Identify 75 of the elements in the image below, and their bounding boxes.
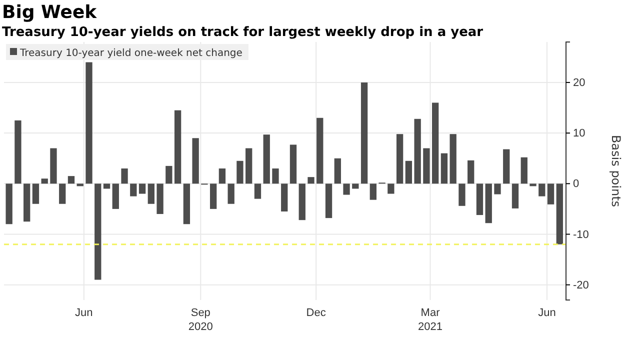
bar bbox=[236, 160, 244, 184]
bar bbox=[263, 134, 270, 184]
bar bbox=[556, 184, 563, 244]
bar bbox=[192, 138, 199, 184]
bar bbox=[485, 184, 492, 224]
bar bbox=[476, 184, 484, 216]
bar bbox=[94, 184, 102, 280]
y-tick-label: -10 bbox=[573, 228, 589, 241]
bar bbox=[458, 184, 466, 206]
bar bbox=[281, 184, 288, 212]
y-tick-label: 0 bbox=[573, 178, 580, 190]
bar bbox=[138, 184, 146, 194]
bar bbox=[298, 184, 306, 220]
bar bbox=[520, 157, 528, 184]
y-tick-label: 20 bbox=[573, 76, 586, 89]
bar bbox=[156, 184, 164, 214]
bar bbox=[547, 184, 554, 204]
bar bbox=[290, 144, 297, 184]
bar bbox=[352, 184, 359, 189]
bar bbox=[494, 184, 501, 194]
chart-subtitle: Treasury 10-year yields on track for largest weekly drop in a year bbox=[2, 25, 484, 40]
bar bbox=[14, 120, 22, 184]
bar bbox=[405, 160, 412, 184]
bar bbox=[50, 148, 57, 184]
bar bbox=[121, 168, 128, 184]
bar bbox=[468, 160, 474, 184]
bar bbox=[24, 184, 30, 222]
x-tick-label: Dec bbox=[306, 306, 326, 319]
bar bbox=[41, 178, 48, 184]
bar bbox=[32, 184, 40, 204]
bar bbox=[512, 184, 519, 208]
bar bbox=[343, 184, 350, 195]
bar bbox=[228, 184, 234, 204]
bar bbox=[530, 184, 536, 186]
bar bbox=[86, 62, 92, 184]
x-tick-label: Jun bbox=[538, 306, 556, 319]
bar bbox=[423, 148, 430, 184]
bar bbox=[316, 118, 324, 184]
bar bbox=[440, 153, 448, 184]
bar bbox=[396, 134, 404, 184]
bar bbox=[432, 102, 439, 184]
y-tick-label: -20 bbox=[573, 279, 589, 292]
bar bbox=[360, 82, 368, 184]
bar bbox=[68, 176, 75, 184]
bar bbox=[166, 166, 172, 184]
bar bbox=[218, 168, 226, 184]
y-axis-title: Basis points bbox=[609, 134, 623, 208]
bar bbox=[414, 118, 421, 184]
bar bbox=[112, 184, 119, 209]
x-tick-label: Jun bbox=[75, 306, 93, 319]
bar bbox=[130, 184, 137, 196]
x-tick-label: Mar 2021 bbox=[418, 306, 442, 334]
bar bbox=[183, 184, 190, 224]
bar bbox=[254, 184, 262, 199]
bar bbox=[370, 184, 376, 200]
bar bbox=[76, 184, 84, 186]
bar bbox=[308, 177, 314, 184]
y-tick-label: 10 bbox=[573, 128, 586, 140]
bar bbox=[246, 148, 252, 184]
bar bbox=[59, 184, 66, 204]
legend-label: Treasury 10-year yield one-week net change bbox=[19, 48, 242, 59]
bar bbox=[210, 184, 217, 209]
bar bbox=[538, 184, 546, 196]
bar bbox=[388, 184, 394, 194]
chart-title: Big Week bbox=[2, 2, 98, 23]
bar bbox=[450, 134, 456, 184]
bar bbox=[103, 184, 110, 189]
bar bbox=[325, 184, 332, 218]
bar bbox=[6, 184, 12, 224]
x-tick-label: Sep 2020 bbox=[188, 306, 213, 334]
bar bbox=[148, 184, 154, 204]
bar bbox=[272, 168, 279, 184]
bar bbox=[334, 158, 341, 184]
bar bbox=[174, 110, 182, 184]
bar bbox=[503, 149, 510, 184]
